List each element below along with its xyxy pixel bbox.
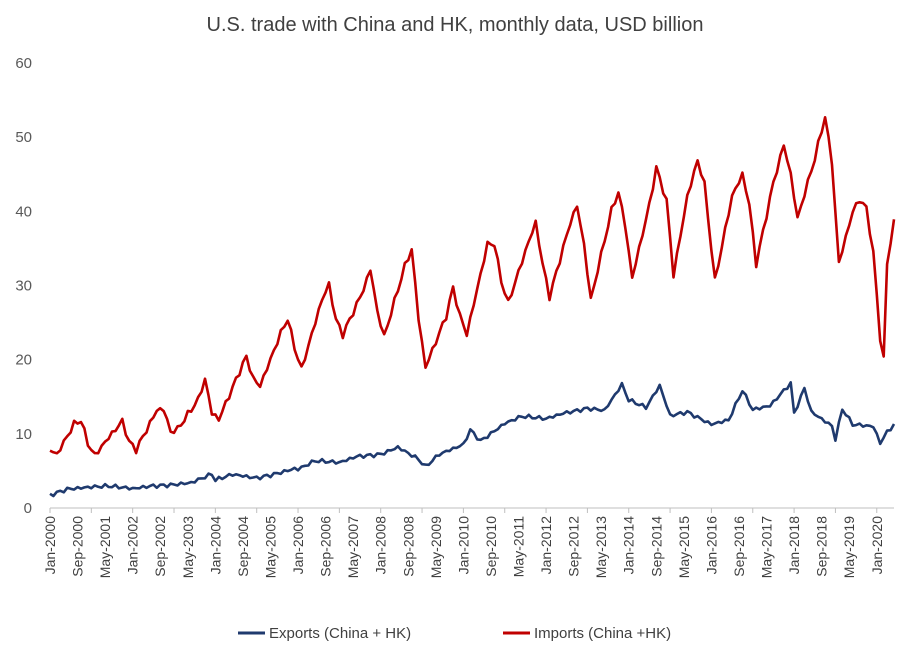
- x-tick-label: Sep-2004: [235, 516, 251, 577]
- x-tick-label: Sep-2014: [648, 516, 664, 577]
- x-axis: Jan-2000 Sep-2000 May-2001 Jan-2002 Sep-2002…: [42, 507, 894, 578]
- chart-title: U.S. trade with China and HK, monthly da…: [206, 14, 704, 36]
- x-tick-label: Jan-2012: [538, 516, 554, 575]
- x-tick-label: May-2009: [428, 516, 444, 578]
- x-tick-label: Jan-2018: [786, 516, 802, 575]
- x-tick-label: Jan-2004: [207, 516, 223, 575]
- x-tick-label: Jan-2006: [290, 516, 306, 575]
- x-tick-label: May-2015: [676, 516, 692, 578]
- x-tick-label: May-2011: [511, 516, 527, 577]
- legend: Exports (China + HK) Imports (China +HK): [238, 625, 671, 642]
- x-tick-label: Sep-2000: [70, 516, 86, 577]
- x-tick-label: Jan-2014: [621, 516, 637, 575]
- x-tick-label: Sep-2010: [483, 516, 499, 577]
- x-tick-label: Sep-2008: [400, 516, 416, 577]
- x-tick-label: May-2019: [841, 516, 857, 578]
- x-tick-label: May-2001: [97, 516, 113, 578]
- x-tick-label: Jan-2000: [42, 516, 58, 575]
- legend-label-imports: Imports (China +HK): [534, 625, 671, 642]
- y-tick-label: 10: [15, 426, 32, 443]
- y-tick-label: 40: [15, 203, 32, 220]
- imports-series-line: [49, 116, 896, 455]
- y-tick-label: 60: [15, 55, 32, 72]
- x-tick-label: Sep-2006: [318, 516, 334, 577]
- x-tick-label: Sep-2002: [152, 516, 168, 577]
- x-tick-label: Jan-2008: [373, 516, 389, 575]
- x-tick-label: May-2013: [593, 516, 609, 578]
- x-tick-label: Sep-2012: [566, 516, 582, 577]
- y-tick-label: 0: [24, 500, 32, 517]
- x-tick-label: May-2017: [759, 516, 775, 578]
- x-tick-label: Jan-2002: [125, 516, 141, 575]
- x-tick-label: May-2005: [262, 516, 278, 578]
- x-tick-label: Jan-2010: [455, 516, 471, 575]
- y-tick-label: 50: [15, 129, 32, 146]
- series-layer: [49, 116, 896, 498]
- y-axis: 0 10 20 30 40 50 60: [15, 55, 32, 517]
- x-tick-label: Sep-2016: [731, 516, 747, 577]
- exports-series-line: [49, 381, 896, 498]
- x-tick-label: Jan-2016: [703, 516, 719, 575]
- legend-label-exports: Exports (China + HK): [269, 625, 411, 642]
- x-tick-label: Sep-2018: [814, 516, 830, 577]
- y-tick-label: 20: [15, 352, 32, 369]
- x-tick-label: May-2007: [345, 516, 361, 578]
- x-tick-label: Jan-2020: [869, 516, 885, 575]
- y-tick-label: 30: [15, 278, 32, 295]
- x-tick-label: May-2003: [180, 516, 196, 578]
